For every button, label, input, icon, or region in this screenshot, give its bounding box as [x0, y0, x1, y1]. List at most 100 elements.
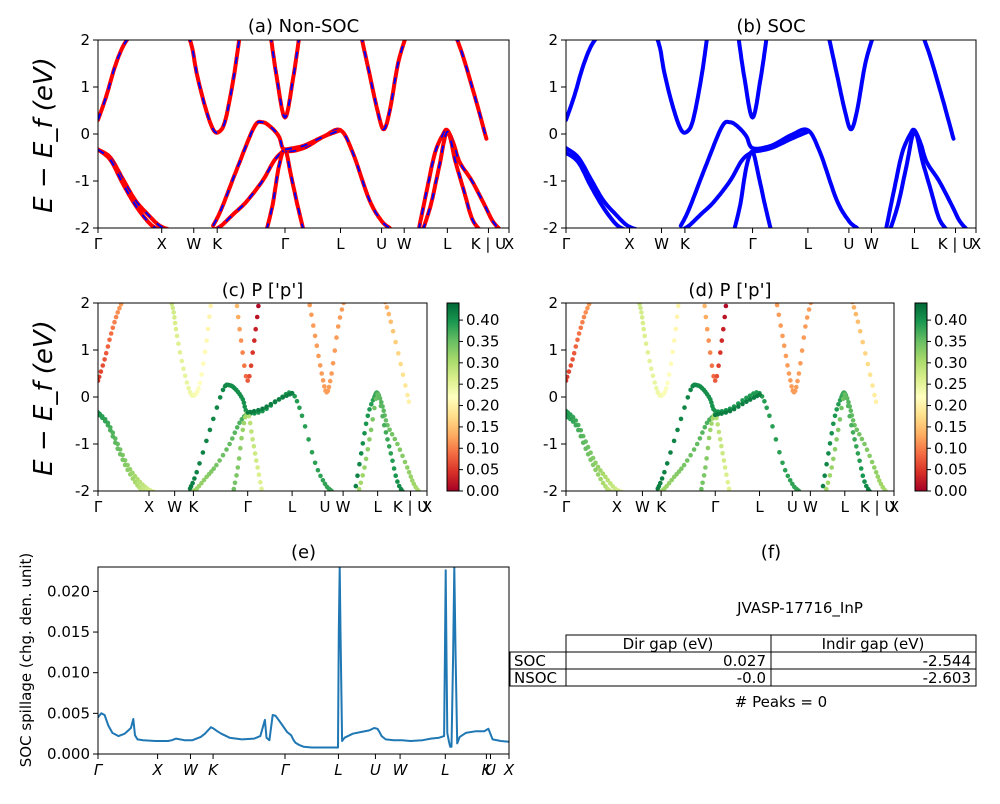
band-point [390, 328, 396, 334]
band-point [105, 344, 111, 349]
band-line-nonsoc [213, 147, 287, 228]
band-point [837, 417, 843, 422]
band-point [408, 474, 414, 479]
band-point [395, 479, 400, 484]
kpoint-label: U [485, 761, 496, 779]
kpoint-label: X [144, 498, 154, 516]
band-point [709, 421, 714, 426]
band-point [312, 460, 318, 466]
band-point [863, 351, 868, 356]
band-point [379, 400, 384, 405]
band-point [309, 450, 315, 455]
band-point [867, 372, 873, 378]
band-point [845, 403, 851, 409]
band-line-soc [655, 40, 709, 135]
kpoint-label: L [910, 235, 919, 253]
band-point [255, 465, 260, 470]
band-point [704, 456, 709, 461]
band-point [377, 395, 382, 401]
band-point [236, 456, 242, 461]
band-point [636, 298, 641, 303]
band-point [583, 310, 588, 315]
kpoint-label: Γ [94, 235, 103, 253]
band-ylabel-top: E − E_f (eV) [29, 57, 59, 213]
band-point [118, 303, 124, 307]
band-point [113, 440, 118, 446]
colorbar-tick-label: 0.30 [466, 354, 499, 372]
band-point [395, 441, 400, 447]
band-point [334, 335, 339, 340]
panel-c-title: (c) P ['p'] [222, 280, 304, 301]
band-point [117, 305, 122, 311]
band-point [367, 407, 372, 412]
band-point [709, 400, 714, 405]
band-point [171, 310, 176, 315]
band-point [593, 467, 598, 473]
band-point [392, 436, 398, 442]
band-point [857, 432, 862, 437]
ytick-label: -1 [75, 435, 90, 453]
band-point [169, 298, 174, 303]
band-point [834, 407, 839, 412]
band-line-soc [678, 119, 860, 228]
band-point [360, 473, 366, 478]
band-point [251, 444, 257, 449]
band-point [796, 371, 802, 376]
colorbar-tick-label: 0.40 [934, 311, 967, 329]
band-point [102, 357, 107, 362]
band-point [762, 399, 767, 404]
band-line-dashed [422, 130, 480, 228]
band-point [316, 353, 321, 359]
band-point [117, 452, 123, 457]
ytick-label: 0.015 [47, 623, 90, 641]
band-point [330, 361, 336, 366]
band-point [260, 491, 265, 496]
band-point [670, 349, 675, 355]
band-point [873, 470, 879, 475]
band-point [691, 447, 697, 452]
ytick-label: 2 [80, 31, 90, 49]
ytick-label: 0 [80, 125, 90, 143]
band-point [700, 480, 705, 486]
band-point [390, 458, 395, 464]
band-line-dashed [418, 128, 500, 228]
band-point [294, 398, 300, 404]
band-point [98, 378, 101, 383]
band-point [367, 437, 372, 442]
band-point [402, 459, 408, 465]
colorbar-tick-label: 0.20 [934, 397, 967, 415]
band-point [850, 303, 855, 305]
band-point [780, 460, 785, 466]
band-point [320, 478, 326, 483]
kpoint-label: W [183, 761, 199, 779]
band-point [716, 363, 721, 369]
band-point [776, 312, 782, 318]
band-point [150, 489, 156, 491]
band-point [700, 430, 705, 435]
band-point [789, 384, 794, 389]
band-point [849, 296, 854, 301]
kpoint-label: L [755, 498, 764, 516]
band-point [383, 418, 389, 423]
band-point [217, 458, 222, 463]
band-point [576, 427, 581, 433]
col-header-dir-gap: Dir gap (eV) [623, 635, 714, 653]
colorbar-tick-label: 0.05 [466, 461, 499, 479]
band-point [711, 373, 716, 379]
peaks-count: # Peaks = 0 [735, 693, 827, 711]
band-point [605, 477, 611, 483]
band-point [214, 405, 220, 410]
band-point [785, 473, 791, 479]
band-point [358, 480, 364, 486]
band-point [873, 399, 879, 405]
band-point [353, 483, 359, 489]
band-point [252, 451, 258, 456]
band-point [844, 395, 849, 401]
band-point [600, 480, 606, 486]
band-point [155, 491, 160, 496]
band-point [668, 450, 673, 455]
colorbar-tick-label: 0.15 [934, 418, 967, 436]
band-point [875, 474, 881, 479]
